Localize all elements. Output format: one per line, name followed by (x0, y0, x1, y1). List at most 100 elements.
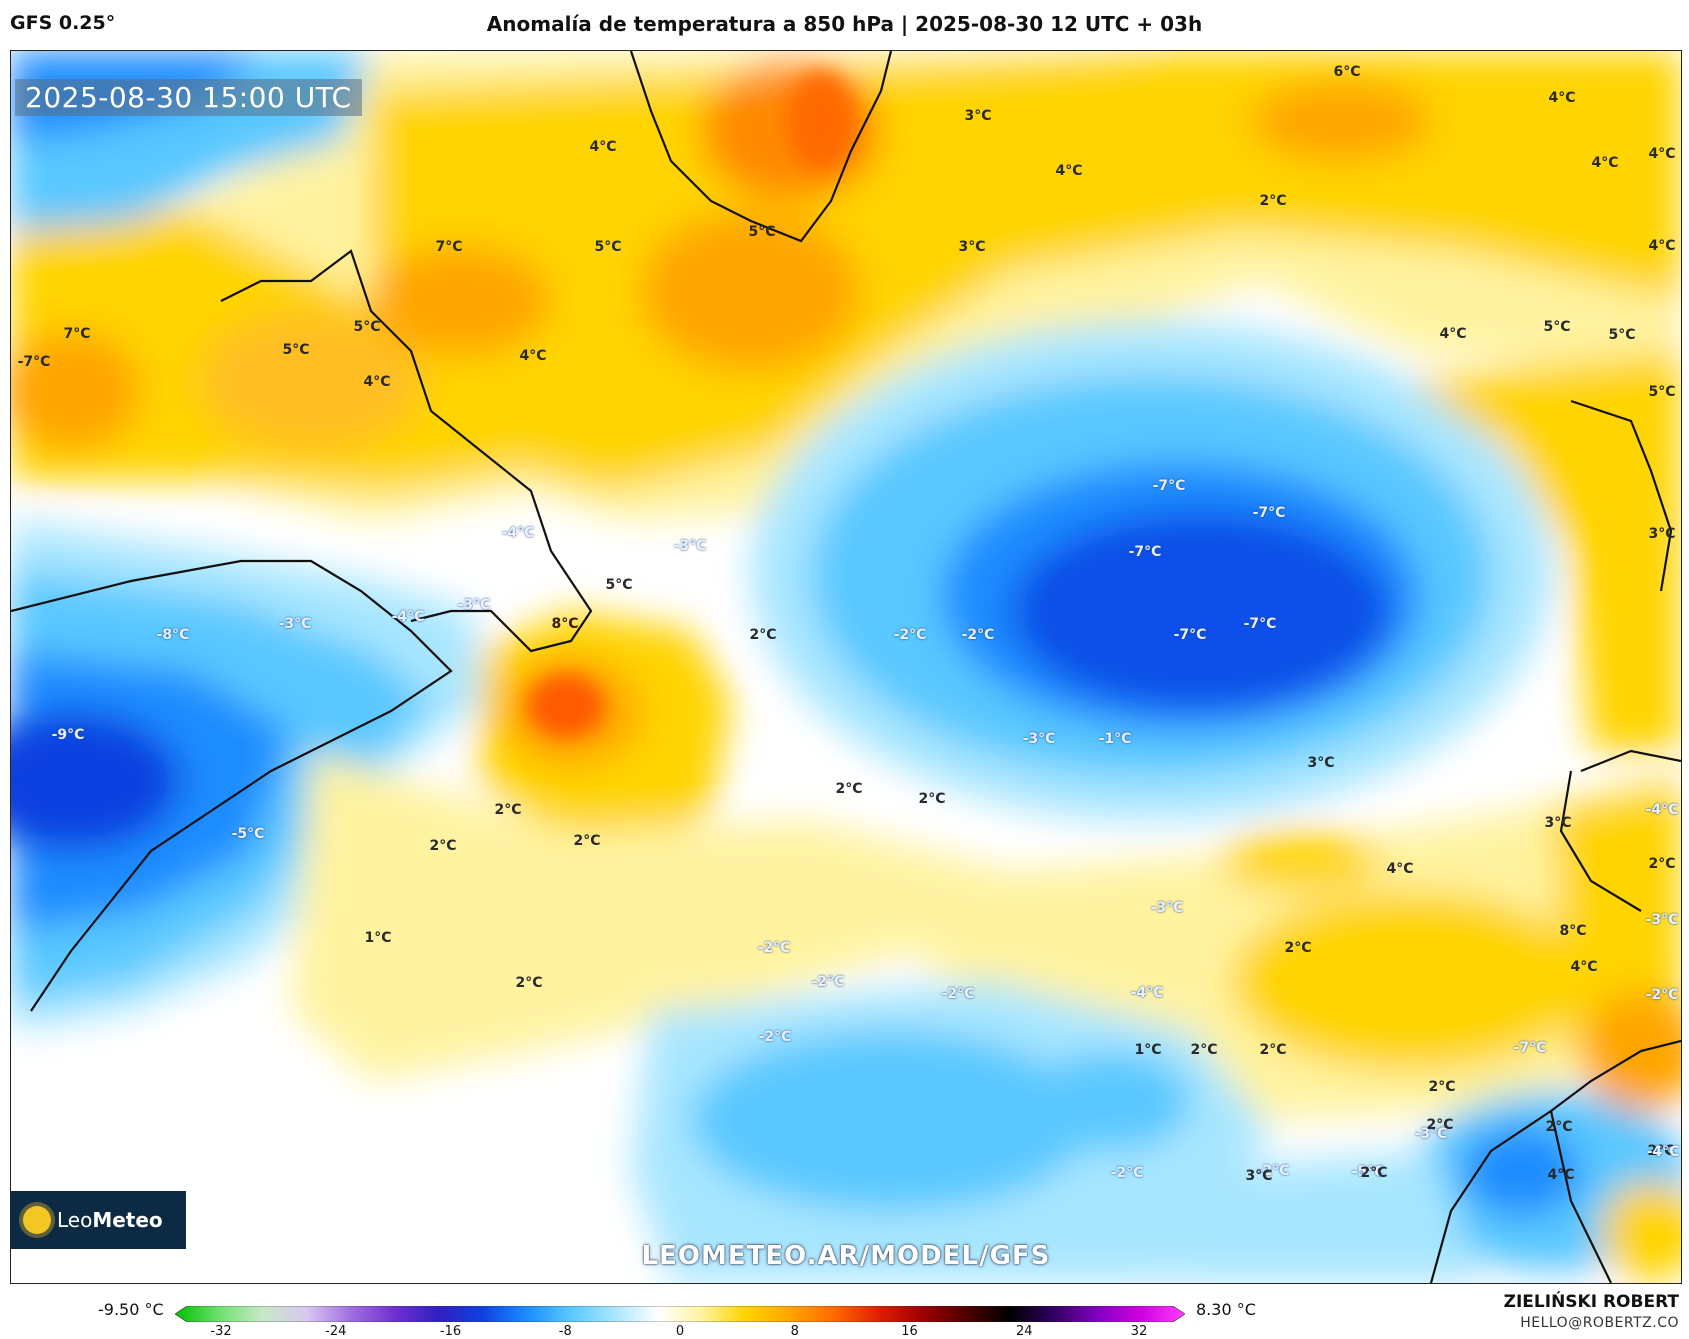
contour-label: -9°C (51, 727, 85, 743)
contour-label: 4°C (519, 348, 547, 364)
contour-label: 2°C (1360, 1165, 1388, 1181)
contour-label: -7°C (1252, 505, 1286, 521)
contour-label: 4°C (363, 374, 391, 390)
contour-label: 4°C (1547, 1167, 1575, 1183)
colorbar-tick-label: -24 (325, 1324, 347, 1339)
contour-label: 4°C (1548, 90, 1576, 106)
contour-label: -4°C (501, 525, 535, 541)
colorbar-tick-label: -8 (558, 1324, 572, 1339)
colorbar-max-label: 8.30 °C (1196, 1300, 1256, 1319)
contour-label: 8°C (551, 616, 579, 632)
contour-label: 3°C (1648, 526, 1676, 542)
author-email: HELLO@ROBERTZ.CO (1520, 1315, 1679, 1331)
contour-label: 5°C (748, 224, 776, 240)
contour-label: -2°C (1645, 987, 1679, 1003)
contour-label: 5°C (1543, 319, 1571, 335)
contour-label: 2°C (1190, 1042, 1218, 1058)
contour-label: 2°C (835, 781, 863, 797)
contour-label: -7°C (1152, 478, 1186, 494)
contour-label: 6°C (1333, 64, 1361, 80)
colorbar-tick-label: 0 (675, 1324, 685, 1339)
contour-label: -7°C (17, 354, 51, 370)
contour-label: -4°C (391, 609, 425, 625)
contour-label: -2°C (757, 940, 791, 956)
contour-label: 3°C (1307, 755, 1335, 771)
contour-label: -3°C (1150, 900, 1184, 916)
contour-label: -4°C (1130, 985, 1164, 1001)
contour-label: 1°C (364, 930, 392, 946)
contour-label: -3°C (1414, 1126, 1448, 1142)
contour-label: 3°C (958, 239, 986, 255)
source-watermark: LEOMETEO.AR/MODEL/GFS (641, 1241, 1051, 1271)
contour-label: 5°C (605, 577, 633, 593)
contour-label: 4°C (1648, 146, 1676, 162)
contour-label: -7°C (1243, 616, 1277, 632)
contour-label: 2°C (1259, 193, 1287, 209)
contour-label: 5°C (1608, 327, 1636, 343)
contour-label: 4°C (1591, 155, 1619, 171)
contour-label: 4°C (1570, 959, 1598, 975)
colorbar-footer: -9.50 °C -32 -24 -16 -8 0 8 16 24 32 8.30 °C ZIE… (0, 1284, 1689, 1339)
coastlines (11, 51, 1681, 1283)
contour-label: -1°C (1098, 731, 1132, 747)
contour-label: 4°C (1055, 163, 1083, 179)
contour-label: 2°C (494, 802, 522, 818)
contour-label: 4°C (1386, 861, 1414, 877)
contour-label: -5°C (1351, 1164, 1385, 1180)
colorbar-min-label: -9.50 °C (98, 1300, 164, 1319)
contour-label: -7°C (1513, 1040, 1547, 1056)
map-title: Anomalía de temperatura a 850 hPa | 2025… (486, 12, 1203, 36)
contour-label: 2°C (515, 975, 543, 991)
contour-label: -2°C (1110, 1165, 1144, 1181)
colorbar-tick-label: 16 (901, 1324, 918, 1339)
contour-label: 2°C (1284, 940, 1312, 956)
logo-text-bold: Meteo (92, 1208, 163, 1232)
contour-label: 2°C (1647, 1143, 1675, 1159)
contour-label: -2°C (961, 627, 995, 643)
leometeo-logo: Leo Meteo (11, 1191, 186, 1249)
contour-label: 3°C (1544, 815, 1572, 831)
contour-label: -8°C (156, 627, 190, 643)
anomaly-field (11, 51, 1681, 1283)
contour-label: -2°C (811, 974, 845, 990)
contour-label: -3°C (1022, 731, 1056, 747)
contour-label: -3°C (673, 538, 707, 554)
colorbar-tick-label: 32 (1130, 1324, 1148, 1339)
temperature-anomaly-map: 2025-08-30 15:00 UTC 4°C 7°C 5°C 5°C 3°C 4°C 3… (10, 50, 1682, 1284)
contour-label: 4°C (589, 139, 617, 155)
contour-label: 2°C (1545, 1119, 1573, 1135)
contour-label: 2°C (1426, 1117, 1454, 1133)
contour-label: 5°C (594, 239, 622, 255)
contour-label: 2°C (429, 838, 457, 854)
author-name: ZIELIŃSKI ROBERT (1503, 1292, 1679, 1312)
contour-label: -4°C (1646, 1144, 1680, 1160)
contour-label: 2°C (918, 791, 946, 807)
sun-icon (23, 1206, 51, 1234)
contour-label: 4°C (1439, 326, 1467, 342)
valid-time-badge: 2025-08-30 15:00 UTC (15, 79, 362, 116)
contour-label: -3°C (457, 597, 491, 613)
contour-label: 2°C (1259, 1042, 1287, 1058)
contour-label: -2°C (1256, 1163, 1290, 1179)
contour-label: 5°C (282, 342, 310, 358)
contour-label: -2°C (941, 986, 975, 1002)
contour-label: -4°C (1645, 802, 1679, 818)
logo-text-light: Leo (57, 1208, 93, 1232)
contour-label: -3°C (1645, 912, 1679, 928)
colorbar-tick-label: -32 (210, 1324, 232, 1339)
contour-label: -3°C (278, 616, 312, 632)
contour-label: 4°C (1648, 238, 1676, 254)
colorbar-tick-label: 8 (790, 1324, 799, 1339)
contour-label: 3°C (1245, 1168, 1273, 1184)
contour-label: -2°C (893, 627, 927, 643)
contour-label: -7°C (1128, 544, 1162, 560)
contour-label: 2°C (1428, 1079, 1456, 1095)
contour-label: 3°C (964, 108, 992, 124)
contour-label: -2°C (758, 1029, 792, 1045)
contour-label: 5°C (353, 319, 381, 335)
contour-label: 7°C (63, 326, 91, 342)
contour-label: 2°C (573, 833, 601, 849)
contour-label: 8°C (1559, 923, 1587, 939)
contour-label: 5°C (1648, 384, 1676, 400)
contour-label: 1°C (1134, 1042, 1162, 1058)
